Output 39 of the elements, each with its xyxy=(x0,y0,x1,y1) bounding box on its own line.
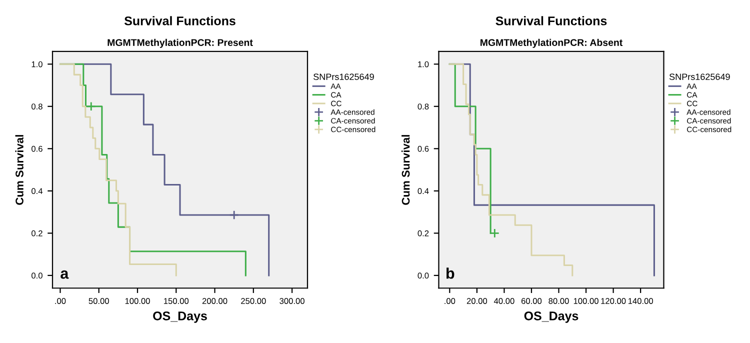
y-tick-label: 0.6 xyxy=(418,146,429,152)
x-tick-label: 150.00 xyxy=(164,298,189,304)
y-tick-label: 0.0 xyxy=(418,272,429,279)
x-tick-label: 60.00 xyxy=(521,298,542,304)
y-tick-label: 1.0 xyxy=(418,61,429,68)
legend-title: SNPrs1625649 xyxy=(314,74,374,80)
x-tick-label: 100.00 xyxy=(574,298,598,304)
x-tick-label: 250.00 xyxy=(241,298,266,304)
y-tick-label: 0.4 xyxy=(32,188,43,194)
x-tick-label: 120.00 xyxy=(601,298,626,304)
y-tick-label: 0.6 xyxy=(32,146,42,152)
x-tick-label: 20.00 xyxy=(466,298,488,304)
y-tick-label: 0.0 xyxy=(32,272,42,279)
x-tick-label: 40.00 xyxy=(494,298,514,304)
x-tick-label: 100.00 xyxy=(125,298,150,304)
x-tick-label: 140.00 xyxy=(628,298,653,304)
y-axis-title: Cum Survival xyxy=(15,135,24,205)
x-tick-label: 50.00 xyxy=(88,298,109,304)
chart-title: Survival Functions xyxy=(124,16,236,26)
x-axis-title: OS_Days xyxy=(524,311,578,323)
x-tick-label: 80.00 xyxy=(548,298,569,304)
x-tick-label: .00 xyxy=(444,298,456,304)
y-tick-label: 0.4 xyxy=(418,188,429,194)
y-tick-label: 0.2 xyxy=(418,230,429,236)
x-tick-label: 300.00 xyxy=(280,298,304,304)
x-tick-label: .00 xyxy=(55,298,66,304)
chart-title: Survival Functions xyxy=(496,16,607,26)
annotation: a xyxy=(60,270,69,279)
legend-title: SNPrs1625649 xyxy=(669,74,730,80)
y-tick-label: 0.2 xyxy=(32,230,42,236)
x-axis-title: OS_Days xyxy=(153,311,207,323)
y-tick-label: 1.0 xyxy=(32,61,42,68)
chart-subtitle: MGMTMethylationPCR: Absent xyxy=(480,38,623,48)
y-tick-label: 0.8 xyxy=(32,104,42,110)
annotation: b xyxy=(446,268,454,279)
y-tick-label: 0.8 xyxy=(418,104,429,110)
chart-subtitle: MGMTMethylationPCR: Present xyxy=(108,38,253,48)
x-tick-label: 200.00 xyxy=(202,298,228,304)
y-axis-title: Cum Survival xyxy=(402,135,410,205)
